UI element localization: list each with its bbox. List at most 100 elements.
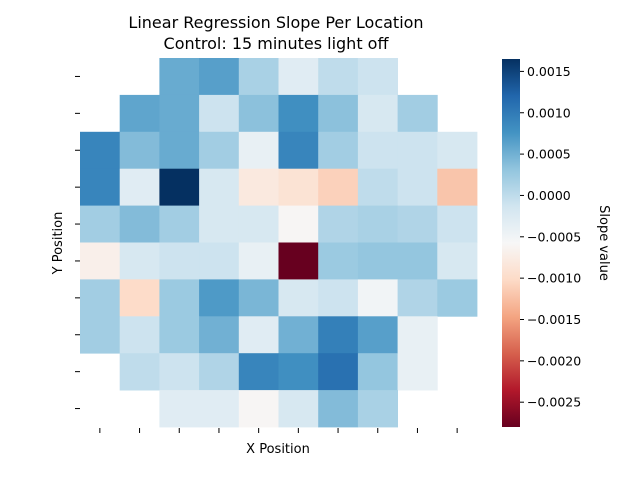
heatmap-cell-r5-c4: [238, 242, 279, 280]
heatmap-cell-r7-c5: [278, 316, 319, 354]
heatmap-cell-r7-c4: [238, 316, 279, 354]
heatmap-cell-r7-c3: [199, 316, 240, 354]
heatmap-cell-r8-c3: [199, 353, 240, 391]
heatmap-cell-r5-c0: [80, 242, 121, 280]
colorbar-ticks: 0.0015 0.0010 0.0005 0.0000 −0.0005 −0.0010 −0…: [520, 64, 581, 410]
heatmap-cell-r9-c5: [278, 390, 319, 428]
heatmap-cell-r2-c3: [199, 131, 240, 170]
heatmap-cell-r5-c3: [199, 242, 240, 280]
heatmap-cell-r9-c6: [318, 390, 359, 428]
heatmap-cell-r8-c5: [278, 353, 319, 391]
heatmap-cell-r4-c9: [437, 205, 478, 243]
heatmap-cell-r3-c4: [238, 168, 279, 206]
heatmap-cell-r4-c4: [238, 205, 279, 243]
heatmap-cell-r3-c5: [278, 168, 319, 206]
heatmap-cell-r5-c2: [159, 242, 200, 280]
heatmap-cell-r0-c7: [357, 58, 398, 96]
heatmap-cell-r3-c9: [437, 168, 478, 206]
heatmap-cell-r1-c4: [238, 94, 279, 133]
heatmap-cell-r1-c3: [199, 94, 240, 133]
heatmap-cell-r6-c9: [437, 279, 478, 317]
y-axis-ticks: [75, 75, 80, 410]
heatmap-cell-r1-c7: [357, 94, 398, 133]
heatmap-cell-r6-c4: [238, 279, 279, 317]
heatmap-cell-r5-c5: [278, 242, 319, 280]
heatmap-cell-r9-c7: [357, 390, 398, 428]
heatmap-cell-r3-c6: [318, 168, 359, 206]
heatmap-cell-r7-c6: [318, 316, 359, 354]
heatmap-cell-r2-c2: [159, 131, 200, 170]
x-axis-label: X Position: [246, 442, 310, 457]
heatmap-cell-r1-c6: [318, 94, 359, 133]
heatmap-cell-r9-c3: [199, 390, 240, 428]
colorbar-tick-label-3: 0.0000: [527, 188, 571, 203]
heatmap-cell-r7-c1: [119, 316, 160, 354]
heatmap-cell-r1-c8: [397, 94, 438, 133]
chart-subtitle: Control: 15 minutes light off: [164, 34, 390, 53]
heatmap-cell-r2-c6: [318, 131, 359, 170]
heatmap-cell-r0-c2: [159, 58, 200, 96]
heatmap-cell-r0-c6: [318, 58, 359, 96]
heatmap-cell-r4-c6: [318, 205, 359, 243]
heatmap-cell-r3-c1: [119, 168, 160, 206]
heatmap-cell-r7-c8: [397, 316, 438, 354]
heatmap-cell-r2-c8: [397, 131, 438, 170]
heatmap-cell-r2-c4: [238, 131, 279, 170]
heatmap-cell-r9-c4: [238, 390, 279, 428]
heatmap-cell-r4-c5: [278, 205, 319, 243]
heatmap-cell-r8-c2: [159, 353, 200, 391]
heatmap-cell-r3-c7: [357, 168, 398, 206]
heatmap-cell-r8-c4: [238, 353, 279, 391]
heatmap-cell-r6-c7: [357, 279, 398, 317]
colorbar-tick-label-7: −0.0020: [527, 353, 581, 368]
heatmap-cell-r3-c3: [199, 168, 240, 206]
heatmap-cell-r7-c7: [357, 316, 398, 354]
heatmap-cell-r1-c5: [278, 94, 319, 133]
heatmap-cell-r2-c5: [278, 131, 319, 170]
heatmap-cell-r3-c2: [159, 168, 200, 206]
heatmap-cell-r5-c1: [119, 242, 160, 280]
heatmap-cell-r4-c7: [357, 205, 398, 243]
heatmap-cell-r6-c2: [159, 279, 200, 317]
heatmap-cell-r5-c8: [397, 242, 438, 280]
heatmap-cell-r2-c9: [437, 131, 478, 170]
x-axis-ticks: [99, 428, 458, 433]
heatmap-cell-r8-c6: [318, 353, 359, 391]
heatmap-cell-r2-c0: [80, 131, 121, 170]
heatmap-cell-r3-c0: [80, 168, 121, 206]
heatmap-cell-r4-c0: [80, 205, 121, 243]
heatmap-cell-r4-c8: [397, 205, 438, 243]
heatmap-cell-r1-c2: [159, 94, 200, 133]
colorbar-tick-label-6: −0.0015: [527, 312, 581, 327]
colorbar-tick-label-1: 0.0010: [527, 105, 571, 120]
heatmap-cell-r6-c0: [80, 279, 121, 317]
heatmap-cell-r8-c8: [397, 353, 438, 391]
colorbar-tick-label-2: 0.0005: [527, 147, 571, 162]
heatmap-cell-r6-c6: [318, 279, 359, 317]
heatmap-cell-r4-c3: [199, 205, 240, 243]
heatmap-cell-r6-c1: [119, 279, 160, 317]
y-axis-label: Y Position: [51, 212, 66, 276]
colorbar-tick-label-0: 0.0015: [527, 64, 571, 79]
heatmap-cell-r5-c9: [437, 242, 478, 280]
heatmap-cell-r5-c6: [318, 242, 359, 280]
heatmap-cell-r6-c3: [199, 279, 240, 317]
colorbar: [502, 59, 520, 427]
chart-title: Linear Regression Slope Per Location: [128, 13, 423, 32]
heatmap-cell-r6-c5: [278, 279, 319, 317]
colorbar-tick-label-4: −0.0005: [527, 229, 581, 244]
heatmap-cell-r9-c2: [159, 390, 200, 428]
heatmap-cell-r4-c1: [119, 205, 160, 243]
heatmap-cell-r0-c4: [238, 58, 279, 96]
heatmap-cell-r7-c2: [159, 316, 200, 354]
heatmap-cell-r8-c7: [357, 353, 398, 391]
heatmap-cell-r4-c2: [159, 205, 200, 243]
colorbar-tick-label-5: −0.0010: [527, 271, 581, 286]
heatmap-cell-r5-c7: [357, 242, 398, 280]
colorbar-tick-label-8: −0.0025: [527, 395, 581, 410]
heatmap-cell-r0-c3: [199, 58, 240, 96]
heatmap-cell-r2-c1: [119, 131, 160, 170]
heatmap-cells: [80, 58, 478, 428]
heatmap-cell-r2-c7: [357, 131, 398, 170]
